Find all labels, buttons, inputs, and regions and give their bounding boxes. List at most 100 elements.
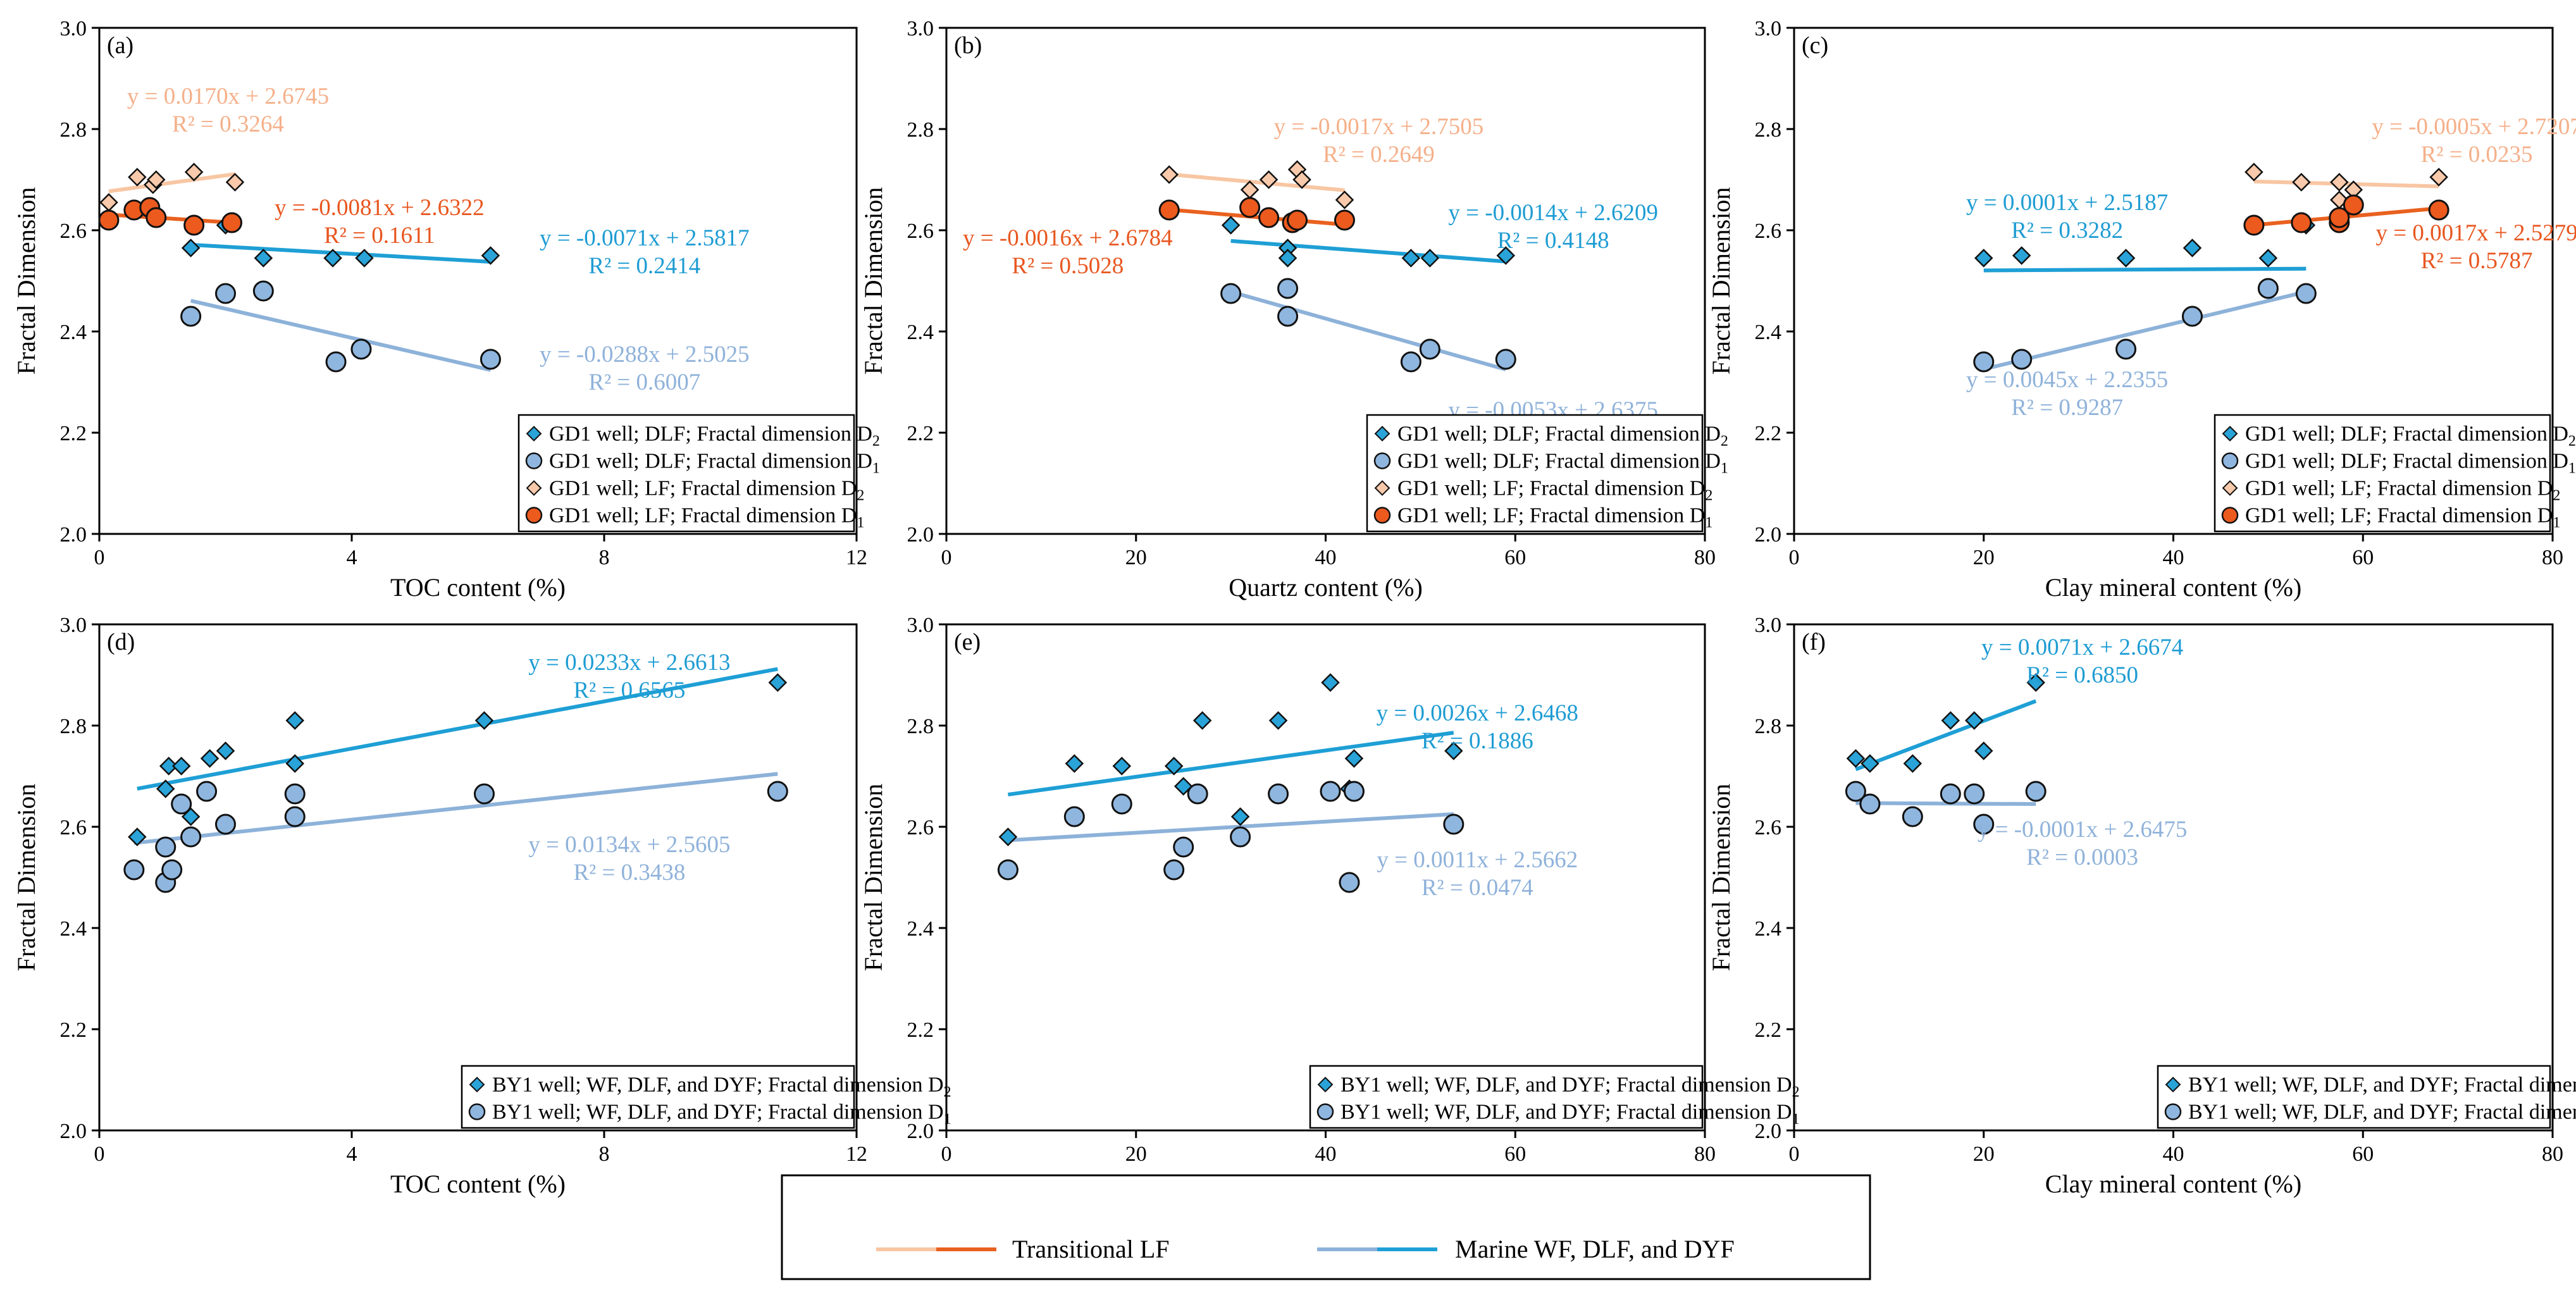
data-point-circle [2343, 194, 2364, 216]
bottom-legend-frame [781, 1174, 1871, 1280]
regression-equation: y = 0.0045x + 2.2355 [1966, 367, 2168, 393]
series-legend: BY1 well; WF, DLF, and DYF; Fractal dime… [1309, 1065, 1800, 1129]
y-tick-label: 2.6 [907, 220, 934, 243]
legend-entry-label: BY1 well; WF, DLF, and DYF; Fractal dime… [2188, 1101, 2576, 1128]
panel-label: (f) [1802, 629, 1826, 655]
data-point-circle [2243, 214, 2265, 236]
y-tick-label: 2.8 [1755, 118, 1782, 142]
legend-marker-circle [2164, 1103, 2182, 1120]
y-tick-label: 2.6 [60, 220, 87, 243]
data-point-diamond [998, 827, 1018, 846]
data-point-diamond [2012, 246, 2031, 265]
data-point-circle [1400, 351, 1421, 373]
legend-entry-subscript: 2 [2568, 433, 2576, 450]
y-tick-label: 2.2 [1755, 1018, 1782, 1042]
legend-entry-subscript: 2 [1721, 433, 1728, 450]
data-point-diamond [2330, 173, 2349, 192]
legend-entry-subscript: 2 [1792, 1084, 1800, 1101]
legend-transitional-label: Transitional LF [1012, 1235, 1170, 1263]
data-point-diamond [1192, 711, 1212, 730]
regression-r2: R² = 0.1886 [1421, 728, 1533, 754]
data-point-diamond [1974, 249, 1993, 268]
data-point-diamond [1974, 741, 1993, 760]
data-point-diamond [171, 757, 191, 776]
panel-label: (c) [1802, 32, 1828, 59]
legend-entry-subscript: 1 [2568, 461, 2576, 477]
data-point-circle [1287, 209, 1308, 231]
regression-equation: y = 0.0071x + 2.6674 [1981, 634, 2183, 660]
data-point-diamond [1112, 757, 1132, 776]
regression-r2: R² = 0.0474 [1421, 875, 1533, 901]
data-point-diamond [1964, 711, 1984, 730]
data-point-diamond [254, 249, 273, 268]
data-point-circle [215, 283, 236, 304]
x-tick-label: 4 [347, 546, 357, 569]
trend-line [1168, 172, 1345, 192]
legend-entry-label: GD1 well; LF; Fractal dimension D2 [1397, 477, 1712, 504]
legend-entry-label: GD1 well; DLF; Fractal dimension D1 [549, 450, 880, 477]
x-axis-label: Clay mineral content (%) [2045, 1170, 2301, 1198]
legend-entry-label: GD1 well; LF; Fractal dimension D2 [549, 477, 864, 504]
series-legend: BY1 well; WF, DLF, and DYF; Fractal dime… [2157, 1065, 2576, 1129]
legend-entry-subscript: 1 [1705, 515, 1712, 531]
trend-line [137, 667, 778, 791]
y-axis-label: Fractal Dimension [1707, 187, 1735, 375]
y-tick-label: 2.2 [60, 1018, 87, 1042]
regression-r2: R² = 0.3438 [573, 860, 685, 886]
data-point-diamond [1160, 165, 1179, 184]
regression-equation: y = -0.0005x + 2.7207 [2372, 114, 2576, 140]
data-point-circle [1495, 349, 1516, 370]
data-point-diamond [285, 711, 304, 730]
y-axis-label: Fractal Dimension [859, 187, 888, 375]
legend-marker-diamond [1374, 426, 1390, 442]
data-point-circle [2257, 278, 2279, 299]
trend-line [1855, 699, 2037, 771]
y-tick-label: 2.4 [1755, 321, 1782, 344]
legend-entry-subscript: 2 [872, 433, 880, 450]
legend-entry-label: GD1 well; DLF; Fractal dimension D1 [1397, 450, 1728, 477]
y-tick-label: 2.8 [907, 118, 934, 142]
legend-marker-circle [2221, 507, 2239, 524]
x-tick-label: 40 [2163, 546, 2184, 569]
x-tick-label: 0 [94, 1142, 105, 1166]
regression-r2: R² = 0.6007 [588, 369, 700, 395]
data-point-circle [146, 207, 167, 228]
y-tick-label: 3.0 [60, 17, 87, 40]
panel-label: (e) [954, 629, 981, 655]
legend-entry-subscript: 1 [2553, 515, 2560, 531]
data-point-diamond [2026, 673, 2045, 692]
data-point-circle [2295, 283, 2317, 304]
data-point-diamond [2245, 163, 2263, 182]
data-point-circle [1339, 872, 1360, 893]
x-tick-label: 8 [599, 1142, 610, 1166]
legend-marker-diamond [526, 480, 542, 496]
trend-line [190, 242, 491, 264]
legend-marker-diamond [1317, 1077, 1334, 1092]
data-point-circle [1268, 783, 1289, 805]
y-tick-label: 2.4 [60, 917, 87, 941]
regression-equation: y = 0.0134x + 2.5605 [528, 832, 730, 858]
data-point-diamond [481, 246, 500, 265]
y-tick-label: 2.0 [907, 1120, 934, 1143]
data-point-circle [1230, 826, 1251, 848]
data-point-circle [1973, 351, 1995, 373]
legend-entry-subscript: 1 [944, 1111, 951, 1128]
legend-entry-label: GD1 well; LF; Fractal dimension D1 [549, 504, 864, 531]
y-tick-label: 3.0 [907, 17, 934, 40]
data-point-circle [1902, 806, 1923, 827]
x-tick-label: 20 [1125, 1142, 1147, 1166]
x-tick-label: 12 [846, 546, 867, 569]
y-tick-label: 2.6 [1755, 816, 1782, 839]
x-tick-label: 80 [1694, 1142, 1716, 1166]
data-point-circle [123, 859, 145, 881]
data-point-circle [1940, 783, 1961, 805]
regression-equation: y = -0.0081x + 2.6322 [275, 195, 485, 221]
trend-line [1230, 238, 1506, 264]
y-tick-label: 2.6 [907, 816, 934, 839]
data-point-circle [2181, 306, 2203, 327]
data-point-circle [171, 793, 192, 815]
